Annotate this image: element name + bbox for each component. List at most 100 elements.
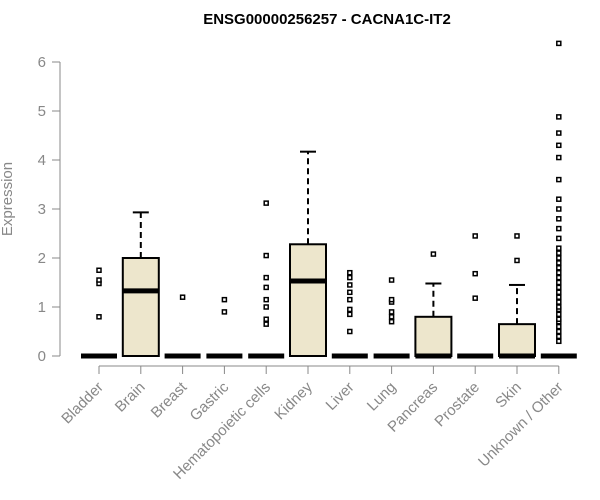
outlier-point <box>556 316 562 322</box>
outlier-point <box>96 314 102 320</box>
outlier-point <box>179 294 186 300</box>
outlier-point <box>556 196 562 202</box>
box-skin <box>498 233 536 359</box>
outlier-point <box>556 279 562 286</box>
outlier-point <box>263 316 269 322</box>
outlier-point <box>263 200 269 206</box>
outlier-point <box>514 233 520 239</box>
box-breast <box>164 294 201 359</box>
box-kidney <box>289 150 327 357</box>
outlier-point <box>556 250 562 256</box>
outlier-point <box>556 328 562 335</box>
x-tick-label: Liver <box>323 379 358 414</box>
y-tick-label: 1 <box>38 299 46 316</box>
y-tick-label: 0 <box>38 348 46 365</box>
box-body <box>289 243 327 357</box>
outlier-point <box>556 260 562 266</box>
outlier-point <box>263 321 269 327</box>
outlier-point <box>263 304 269 310</box>
outlier-point <box>263 274 269 281</box>
outlier-point <box>556 176 562 183</box>
y-axis: 0 1 2 3 4 5 6 <box>38 54 61 365</box>
outlier-point <box>556 284 562 291</box>
box-hematopoietic-cells <box>248 200 285 359</box>
outlier-point <box>556 154 562 161</box>
outlier-point <box>556 304 562 310</box>
y-tick-label: 6 <box>38 54 46 71</box>
outlier-point <box>556 323 562 330</box>
outlier-point <box>347 269 353 276</box>
outlier-point <box>388 314 395 320</box>
box-body <box>498 323 536 357</box>
outlier-point <box>388 296 395 303</box>
outlier-point <box>556 225 562 232</box>
box-pancreas <box>414 251 453 359</box>
outlier-point <box>430 251 437 257</box>
outlier-point <box>556 265 562 271</box>
y-tick-label: 3 <box>38 201 46 218</box>
box-unknown-other <box>540 40 577 359</box>
outlier-point <box>347 282 353 288</box>
y-tick-label: 5 <box>38 103 46 120</box>
outlier-point <box>556 114 562 120</box>
box-gastric <box>206 296 243 359</box>
outlier-point <box>263 296 269 303</box>
box-body <box>121 257 160 357</box>
x-tick-label: Breast <box>148 378 191 421</box>
outlier-point <box>347 296 353 303</box>
box-lung <box>373 277 410 359</box>
outlier-point <box>347 328 353 335</box>
outlier-point <box>347 274 353 281</box>
y-axis-label: Expression <box>0 162 16 236</box>
box-prostate <box>457 233 494 359</box>
x-tick-label: Skin <box>492 379 525 412</box>
outlier-point <box>347 311 353 318</box>
box-liver <box>331 269 368 359</box>
outlier-point <box>556 338 562 345</box>
outlier-point <box>556 289 562 296</box>
outlier-point <box>556 274 562 281</box>
outlier-point <box>221 309 228 315</box>
x-tick-label: Bladder <box>58 379 107 428</box>
box-brain <box>121 211 160 357</box>
outlier-point <box>263 252 269 259</box>
outlier-point <box>556 299 562 305</box>
outlier-point <box>388 277 395 283</box>
outlier-point <box>556 245 562 251</box>
box-body <box>414 315 453 357</box>
outlier-point <box>556 206 562 212</box>
outlier-point <box>347 306 353 313</box>
outlier-point <box>556 311 562 318</box>
outlier-point <box>388 318 395 325</box>
outlier-point <box>556 255 562 261</box>
outlier-point <box>556 333 562 340</box>
outlier-point <box>556 294 562 300</box>
plot-area <box>81 40 577 359</box>
outlier-point <box>556 216 562 222</box>
outlier-point <box>347 289 353 296</box>
outlier-point <box>472 295 478 301</box>
outlier-point <box>514 257 520 264</box>
outlier-point <box>472 233 478 239</box>
outlier-point <box>221 296 228 303</box>
x-tick-label: Prostate <box>431 379 483 431</box>
outlier-point <box>556 142 562 149</box>
x-tick-label: Brain <box>112 379 149 416</box>
outlier-point <box>556 130 562 136</box>
y-tick-label: 2 <box>38 250 46 267</box>
outlier-point <box>556 235 562 242</box>
outlier-point <box>96 267 102 273</box>
outlier-point <box>263 284 269 291</box>
box-bladder <box>81 267 117 359</box>
outlier-point <box>96 277 102 283</box>
y-tick-label: 4 <box>38 152 46 169</box>
outlier-point <box>556 40 562 47</box>
outlier-point <box>556 269 562 276</box>
x-tick-label: Lung <box>364 379 400 415</box>
outlier-point <box>388 309 395 315</box>
chart-title: ENSG00000256257 - CACNA1C-IT2 <box>203 11 451 28</box>
outlier-point <box>472 270 478 277</box>
x-tick-label: Kidney <box>271 378 316 423</box>
